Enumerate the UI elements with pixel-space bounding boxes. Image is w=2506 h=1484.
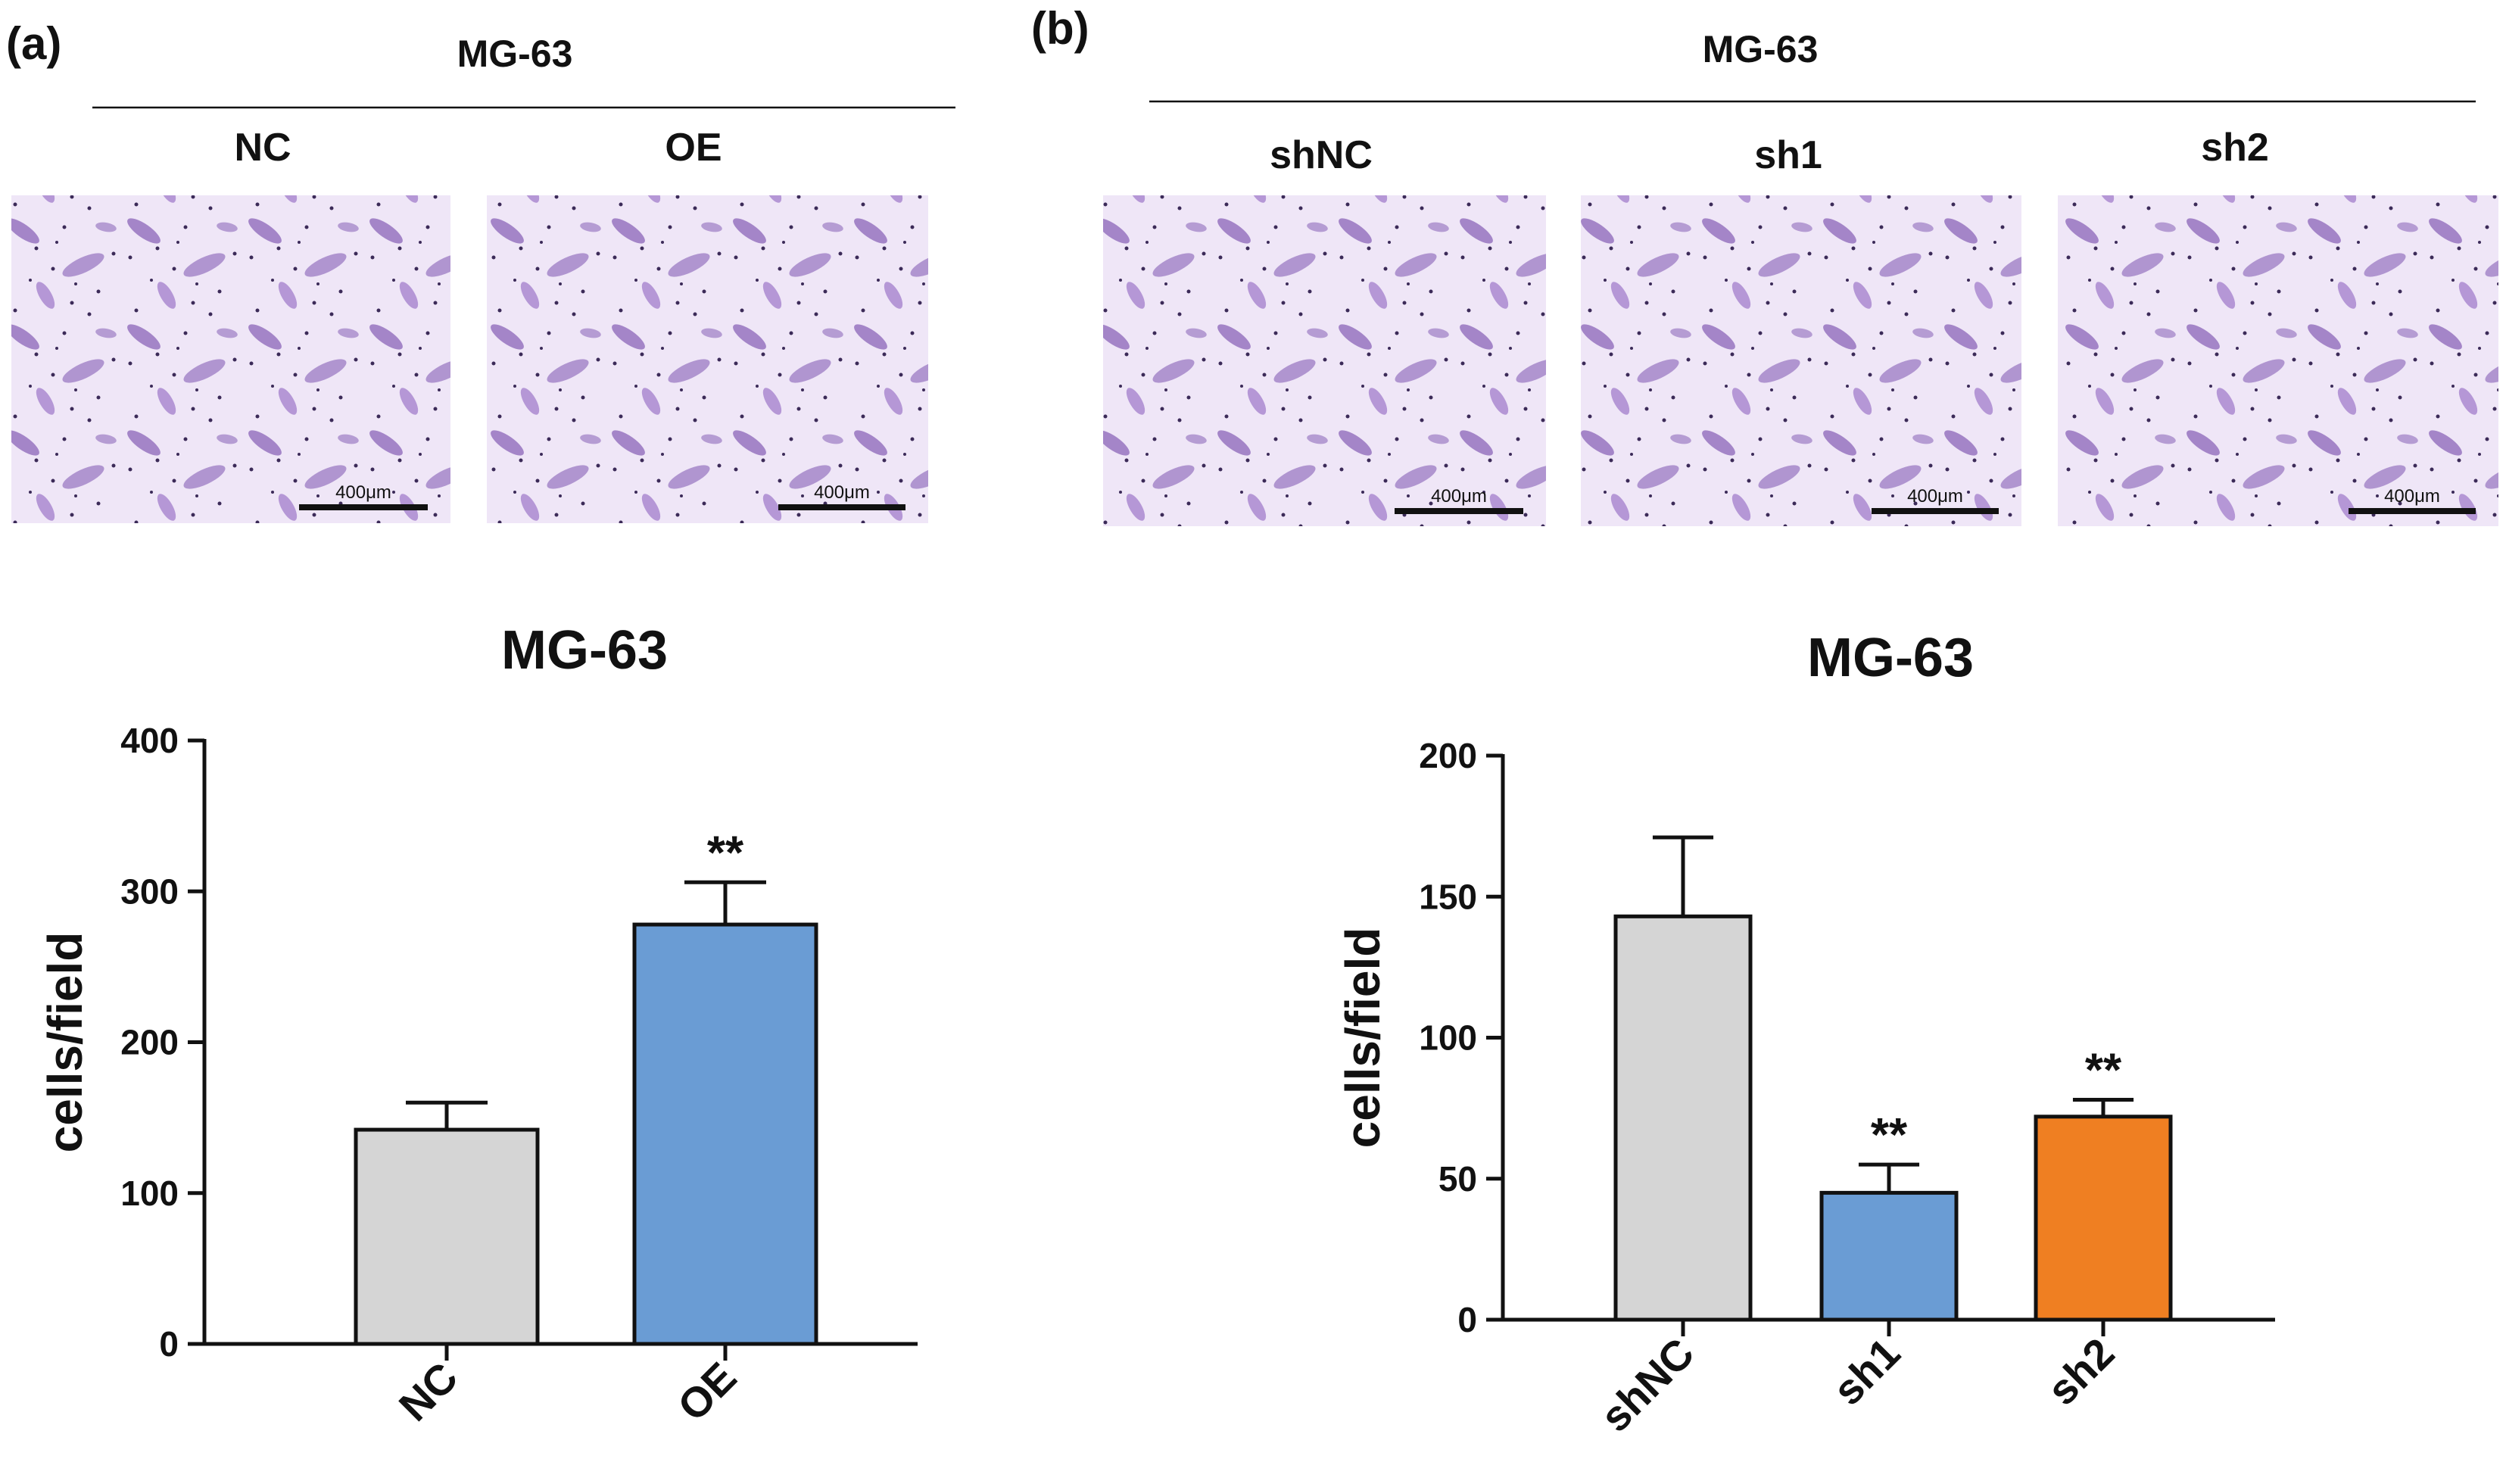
- micrograph-sh2: 400μm: [2058, 195, 2498, 526]
- panel-a-label: (a): [6, 18, 61, 69]
- chart-a: MG-63 0 100 200 300 400 cells/field NC ** OE: [38, 620, 918, 1430]
- y-axis-label: cells/field: [1336, 928, 1390, 1149]
- y-tick-label: 0: [1457, 1300, 1477, 1339]
- panel-a-group-label: OE: [665, 126, 722, 170]
- x-tick-label: sh1: [1824, 1329, 1909, 1414]
- bar: [1819, 1190, 1959, 1322]
- panel-b: (b) MG-63 shNC sh1 sh2 400μm 400μm 400μm…: [1031, 3, 2498, 1441]
- x-tick-label: sh2: [2038, 1329, 2124, 1414]
- panel-a-group-label: NC: [234, 126, 291, 170]
- panel-b-label: (b): [1031, 3, 1089, 54]
- y-tick-label: 0: [159, 1324, 179, 1364]
- micrograph-nc: 400μm: [11, 195, 450, 523]
- scale-bar-label: 400μm: [1907, 486, 1963, 507]
- y-tick-label: 200: [1419, 736, 1477, 775]
- panel-a-header-title: MG-63: [457, 33, 573, 75]
- bar: [632, 922, 818, 1346]
- micrograph-shnc: 400μm: [1103, 195, 1546, 526]
- significance-marker: **: [1871, 1109, 1908, 1161]
- bar: [354, 1127, 540, 1346]
- panel-a: (a) MG-63 NC OE 400μm 400μm MG-63 0 100 200…: [6, 18, 955, 1430]
- significance-marker: **: [2085, 1044, 2122, 1096]
- y-tick-label: 300: [120, 871, 179, 911]
- scale-bar-label: 400μm: [814, 482, 870, 503]
- chart-title: MG-63: [1807, 628, 1974, 688]
- micrograph-image: [11, 195, 450, 523]
- significance-marker: **: [707, 827, 744, 879]
- chart-b: MG-63 0 50 100 150 200 cells/field shNC ** sh1 ** s…: [1336, 628, 2275, 1441]
- micrograph-image: [2058, 195, 2498, 526]
- panel-b-group-label: sh1: [1754, 133, 1822, 177]
- panel-b-header-title: MG-63: [1703, 28, 1819, 70]
- y-tick-label: 150: [1419, 877, 1477, 916]
- panel-b-group-label: sh2: [2201, 126, 2269, 170]
- bar: [1613, 914, 1753, 1322]
- y-tick-label: 100: [120, 1174, 179, 1213]
- y-axis-label: cells/field: [38, 932, 92, 1153]
- scale-bar-label: 400μm: [2384, 486, 2440, 507]
- micrograph-image: [487, 195, 928, 523]
- x-tick-label: NC: [390, 1353, 467, 1430]
- y-tick-label: 100: [1419, 1018, 1477, 1058]
- y-tick-label: 400: [120, 721, 179, 760]
- x-tick-label: OE: [669, 1353, 746, 1430]
- x-tick-label: shNC: [1591, 1329, 1703, 1441]
- y-tick-label: 200: [120, 1023, 179, 1062]
- scale-bar-label: 400μm: [1431, 486, 1487, 507]
- panel-b-group-label: shNC: [1270, 133, 1373, 177]
- micrograph-sh1: 400μm: [1581, 195, 2021, 526]
- scale-bar-label: 400μm: [335, 482, 391, 503]
- micrograph-image: [1103, 195, 1546, 526]
- micrograph-image: [1581, 195, 2021, 526]
- bar: [2034, 1115, 2173, 1322]
- chart-title: MG-63: [501, 620, 668, 681]
- y-tick-label: 50: [1438, 1159, 1477, 1199]
- micrograph-oe: 400μm: [487, 195, 928, 523]
